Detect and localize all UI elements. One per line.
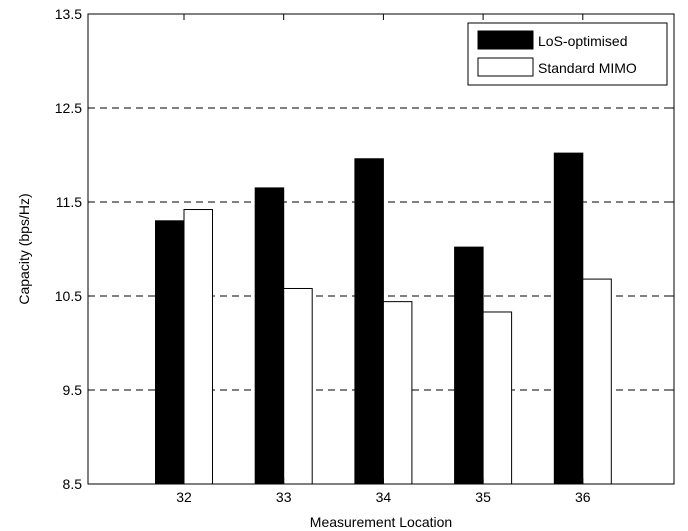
bar-los-optimised-33 [254,187,285,485]
x-tick-label: 34 [376,489,392,505]
y-tick-label: 13.5 [55,6,82,22]
y-tick-label: 8.5 [63,476,83,492]
bar-standard-mimo-35 [482,311,513,485]
y-tick-label: 9.5 [63,382,83,398]
y-tick-label: 11.5 [56,194,82,210]
legend-swatch-standard-mimo [477,57,534,77]
plot-frame [87,13,675,485]
bar-standard-mimo-33 [283,287,313,485]
x-axis-label: Measurement Location [310,514,452,530]
bar-standard-mimo-34 [382,301,413,485]
x-tick-label: 32 [176,489,192,505]
x-axis: 32 33 34 35 36 [176,14,591,505]
y-axis-label: Capacity (bps/Hz) [16,193,32,304]
x-tick-label: 36 [575,489,591,505]
y-tick-label: 12.5 [55,100,82,116]
bar-los-optimised-36 [553,152,584,485]
legend: LoS-optimised Standard MIMO [467,22,668,86]
x-tick-label: 33 [276,489,292,505]
legend-label-standard-mimo: Standard MIMO [538,60,637,76]
legend-swatch-los-optimised [477,30,534,50]
y-tick-label: 10.5 [55,288,82,304]
bar-standard-mimo-36 [582,278,612,485]
legend-label-los-optimised: LoS-optimised [538,33,628,49]
bar-los-optimised-34 [354,158,384,485]
bar-los-optimised-35 [454,246,484,485]
bar-los-optimised-32 [155,220,185,485]
bar-standard-mimo-32 [183,209,213,485]
y-axis: 8.5 9.5 10.5 11.5 12.5 13.5 [55,6,674,492]
x-tick-label: 35 [475,489,491,505]
